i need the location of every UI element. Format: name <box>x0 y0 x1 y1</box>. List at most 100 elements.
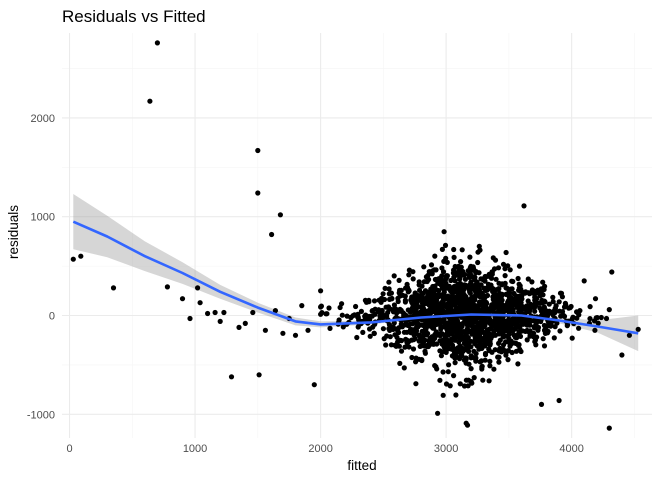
data-point <box>480 322 486 328</box>
data-point <box>269 231 275 238</box>
data-point <box>471 283 477 289</box>
data-point <box>531 304 537 310</box>
data-point <box>433 287 440 293</box>
data-point <box>386 322 392 328</box>
data-point <box>195 285 201 291</box>
data-point <box>428 318 434 324</box>
data-point <box>595 320 601 326</box>
data-point <box>534 334 540 340</box>
data-point <box>471 375 477 381</box>
data-point <box>453 307 459 313</box>
data-point <box>484 327 490 333</box>
data-point <box>369 313 375 319</box>
data-point <box>402 293 408 299</box>
data-point <box>458 259 464 265</box>
data-point <box>491 286 497 292</box>
data-point <box>570 314 576 320</box>
data-point <box>491 366 497 372</box>
data-point <box>476 243 482 249</box>
data-point <box>635 326 641 332</box>
data-point <box>505 357 511 363</box>
data-point <box>391 302 397 308</box>
data-point <box>499 323 505 329</box>
data-point <box>424 342 430 348</box>
data-point <box>492 257 499 263</box>
data-point <box>424 278 430 285</box>
data-point <box>452 355 458 361</box>
data-point <box>228 374 235 380</box>
data-point <box>564 323 570 329</box>
data-point <box>541 304 548 310</box>
data-point <box>479 308 485 314</box>
data-point <box>439 265 445 271</box>
data-point <box>386 326 392 332</box>
data-point <box>409 354 415 361</box>
data-point <box>398 338 405 344</box>
data-point <box>592 327 598 333</box>
data-point <box>502 273 508 279</box>
data-point <box>467 254 473 260</box>
data-point <box>539 299 545 305</box>
data-point <box>473 308 479 314</box>
data-point <box>450 270 456 276</box>
data-point <box>366 299 372 305</box>
data-point <box>500 334 506 340</box>
data-point <box>392 342 398 348</box>
data-point <box>440 340 446 346</box>
data-point <box>430 325 436 331</box>
data-point <box>354 334 360 341</box>
data-point <box>409 299 416 305</box>
data-point <box>386 279 392 285</box>
data-point <box>402 299 408 305</box>
data-point <box>371 330 377 336</box>
data-point <box>326 305 332 311</box>
data-point <box>371 298 378 304</box>
data-point <box>406 272 412 278</box>
data-point <box>318 303 324 309</box>
data-point <box>463 360 469 366</box>
data-point <box>339 301 345 307</box>
data-point <box>292 332 299 338</box>
data-point <box>540 336 546 342</box>
data-point <box>513 348 520 354</box>
data-point <box>424 332 430 338</box>
data-point <box>262 327 268 333</box>
data-point <box>475 259 481 266</box>
data-point <box>517 333 524 339</box>
data-point <box>496 359 502 365</box>
data-point <box>441 278 447 284</box>
data-point <box>472 335 478 341</box>
data-point <box>507 267 513 273</box>
data-point <box>305 327 311 333</box>
data-point <box>430 307 437 313</box>
data-point <box>466 329 472 335</box>
data-point <box>360 329 366 335</box>
data-point <box>523 317 529 323</box>
data-point <box>449 324 455 330</box>
data-point <box>487 320 493 326</box>
data-point <box>465 268 471 274</box>
data-point <box>439 308 445 314</box>
data-point <box>516 342 522 348</box>
data-point <box>462 335 468 341</box>
data-point <box>489 349 495 355</box>
data-point <box>406 267 412 273</box>
data-point <box>363 312 369 318</box>
data-point <box>442 284 448 290</box>
data-point <box>164 284 170 290</box>
data-point <box>377 297 383 303</box>
data-point <box>493 301 499 307</box>
data-point <box>436 302 442 308</box>
data-point <box>516 287 522 293</box>
data-point <box>499 301 505 307</box>
data-point <box>397 360 403 366</box>
data-point <box>250 309 256 316</box>
data-point <box>510 306 516 312</box>
data-point <box>488 282 494 288</box>
data-point <box>383 342 389 348</box>
data-point <box>405 289 411 295</box>
data-point <box>468 366 474 372</box>
data-point <box>530 290 536 296</box>
data-point <box>496 354 502 360</box>
data-point <box>505 298 512 304</box>
